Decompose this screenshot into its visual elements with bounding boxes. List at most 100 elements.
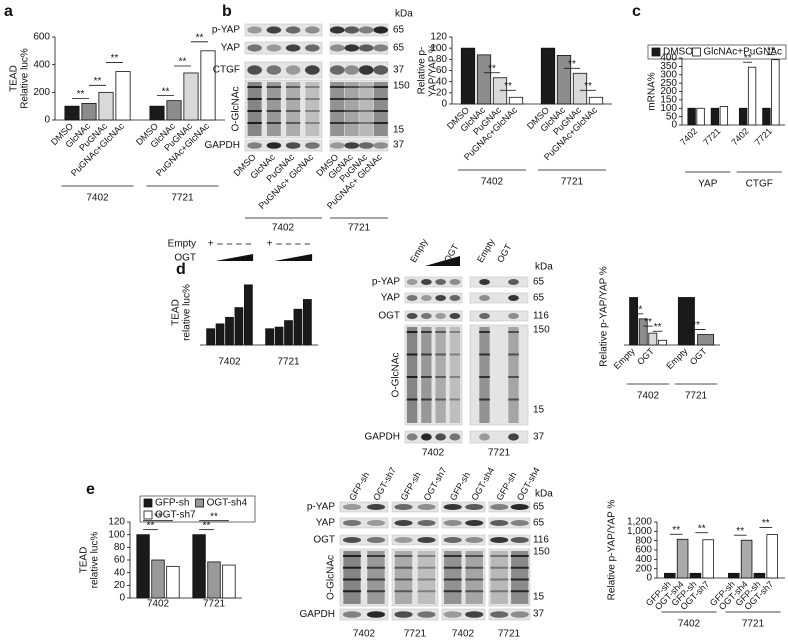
- blot-strip: [244, 139, 323, 152]
- blot-band: [394, 590, 413, 593]
- blot-band: [435, 433, 447, 441]
- group-label: 7721: [685, 391, 708, 402]
- group-label: 7721: [348, 223, 371, 234]
- blot-band: [247, 122, 262, 124]
- blot-band: [490, 537, 509, 543]
- blot-band: [266, 122, 282, 124]
- significance-label: **: [488, 63, 496, 74]
- group-label: 7402: [637, 391, 660, 402]
- blot-band: [420, 376, 432, 378]
- legend-label: DMSO: [663, 47, 693, 58]
- kda-marker: 65: [533, 293, 545, 304]
- blot-strip: [441, 501, 486, 513]
- lane-label: OGT: [495, 242, 514, 264]
- blot-strip: [469, 430, 529, 444]
- blot-band: [479, 295, 490, 301]
- blot-band: [449, 433, 461, 441]
- ogt-wedge: [425, 256, 460, 266]
- blot-band: [285, 86, 301, 88]
- blot-band: [510, 537, 529, 543]
- blot-band: [479, 353, 490, 356]
- blot-band: [508, 331, 519, 333]
- blot-band: [443, 590, 462, 593]
- blot-band: [420, 279, 432, 285]
- blot-row-label: p-YAP: [372, 277, 400, 288]
- blot-smear: [417, 551, 436, 604]
- group-label: 7402: [147, 599, 170, 610]
- blot-band: [373, 142, 389, 149]
- blot-band: [479, 376, 490, 378]
- blot-band: [449, 313, 461, 319]
- significance-label: **: [736, 526, 744, 537]
- legend-swatch: [143, 498, 153, 508]
- blot-band: [443, 611, 462, 618]
- blot-band: [344, 98, 360, 100]
- blot-strip: [469, 276, 529, 288]
- bar: [629, 297, 639, 346]
- blot-band: [358, 44, 374, 52]
- blot-band: [406, 295, 418, 301]
- blot-strip: [488, 517, 531, 529]
- blot-band: [490, 611, 509, 618]
- blot-band: [449, 279, 461, 285]
- panel-letter: b: [222, 3, 232, 20]
- bar: [460, 47, 476, 105]
- lane-label: GFP-sh: [347, 470, 371, 502]
- bar: [166, 565, 180, 599]
- blot-band: [342, 566, 362, 569]
- blot-band: [329, 98, 345, 100]
- blot-band: [508, 313, 519, 319]
- blot-band: [406, 313, 418, 319]
- significance-label: **: [692, 320, 700, 331]
- group-label: YAP: [698, 179, 718, 190]
- blot-band: [394, 504, 413, 510]
- significance-label: **: [210, 511, 218, 522]
- blot-band: [366, 555, 386, 557]
- kda-unit: kDa: [535, 489, 553, 500]
- blot-band: [394, 520, 413, 526]
- blot-band: [305, 44, 320, 52]
- bar: [183, 72, 199, 121]
- blot-band: [508, 433, 519, 441]
- y-axis-label: TEAD: [9, 65, 20, 92]
- blot-band: [247, 110, 262, 112]
- group-label: 7402: [422, 448, 445, 459]
- blot-band: [465, 611, 484, 618]
- blot-band: [435, 331, 447, 333]
- bar: [98, 91, 114, 121]
- blot-smear: [330, 82, 345, 136]
- blot-row-label: p-YAP: [212, 25, 240, 36]
- blot-band: [479, 398, 490, 401]
- bar: [293, 308, 303, 346]
- blot-strip: [488, 548, 531, 607]
- blot-band: [406, 279, 418, 285]
- blot-band: [490, 566, 509, 569]
- legend-label: OGT-sh7: [155, 510, 196, 521]
- blot-band: [285, 26, 301, 34]
- lane-label: Empty: [408, 237, 430, 265]
- blot-band: [435, 295, 447, 301]
- blot-row-label: YAP: [221, 43, 241, 54]
- blot-smear: [435, 327, 446, 423]
- significance-label: **: [744, 53, 752, 64]
- blot-band: [358, 98, 374, 100]
- blot-band: [420, 295, 432, 301]
- blot-smear: [508, 327, 519, 423]
- legend-swatch: [195, 498, 205, 508]
- blot-band: [406, 331, 418, 333]
- blot-band: [435, 313, 447, 319]
- blot-strip: [339, 534, 389, 546]
- significance-label: **: [196, 32, 204, 43]
- y-tick-label: 0: [44, 115, 50, 126]
- blot-row-label: GAPDH: [299, 609, 335, 620]
- blot-strip: [441, 534, 486, 546]
- blot-band: [490, 578, 509, 581]
- blot-strip: [391, 534, 439, 546]
- blot-smear: [367, 551, 385, 604]
- blot-band: [344, 122, 360, 124]
- blot-strip: [339, 608, 389, 621]
- blot-smear: [421, 327, 432, 423]
- blot-band: [344, 26, 360, 34]
- blot-band: [342, 611, 362, 618]
